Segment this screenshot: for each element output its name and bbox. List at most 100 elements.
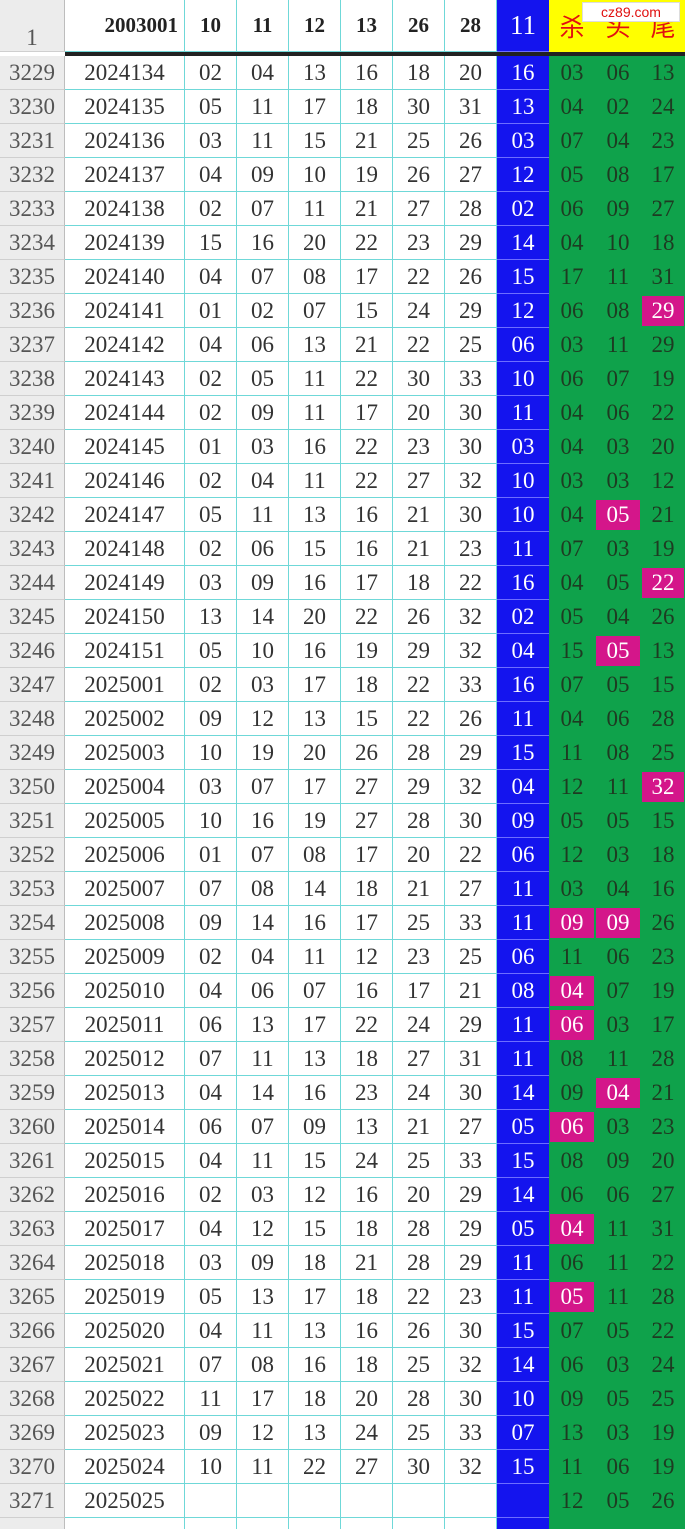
kill-cell: 07 xyxy=(549,124,595,158)
column-header: 11 xyxy=(497,0,549,52)
number-cell: 11 xyxy=(237,1314,289,1348)
period-cell: 2025022 xyxy=(65,1382,185,1416)
number-cell: 28 xyxy=(445,192,497,226)
number-cell: 07 xyxy=(237,260,289,294)
column-header: 26 xyxy=(393,0,445,52)
highlight-cell: 05 xyxy=(596,500,640,530)
blue-cell: 11 xyxy=(497,1042,549,1076)
kill-cell: 05 xyxy=(595,1314,641,1348)
number-cell: 20 xyxy=(289,226,341,260)
blue-cell: 15 xyxy=(497,260,549,294)
blue-cell: 11 xyxy=(497,702,549,736)
blue-cell: 11 xyxy=(497,872,549,906)
number-cell: 29 xyxy=(445,1212,497,1246)
number-cell: 24 xyxy=(341,1416,393,1450)
number-cell: 06 xyxy=(185,1110,237,1144)
number-cell: 20 xyxy=(393,838,445,872)
number-cell: 01 xyxy=(185,838,237,872)
period-cell: 2024151 xyxy=(65,634,185,668)
kill-cell: 05 xyxy=(549,158,595,192)
number-cell: 28 xyxy=(393,1382,445,1416)
number-cell: 18 xyxy=(341,1042,393,1076)
number-cell: 16 xyxy=(289,634,341,668)
number-cell: 13 xyxy=(289,1416,341,1450)
row-number: 3231 xyxy=(0,124,65,158)
kill-cell: 04 xyxy=(549,566,595,600)
kill-cell: 05 xyxy=(549,600,595,634)
number-cell: 21 xyxy=(393,532,445,566)
highlight-cell: 32 xyxy=(642,772,684,802)
kill-cell: 08 xyxy=(549,1144,595,1178)
kill-cell: 21 xyxy=(641,1076,685,1110)
kill-cell: 06 xyxy=(595,1450,641,1484)
column-header: 13 xyxy=(341,0,393,52)
kill-cell: 05 xyxy=(595,804,641,838)
kill-cell: 20 xyxy=(641,430,685,464)
number-cell: 17 xyxy=(237,1382,289,1416)
blue-cell: 04 xyxy=(497,770,549,804)
kill-cell xyxy=(595,1518,641,1529)
kill-cell: 12 xyxy=(549,770,595,804)
number-cell: 32 xyxy=(445,600,497,634)
period-cell: 2025008 xyxy=(65,906,185,940)
number-cell: 08 xyxy=(289,260,341,294)
number-cell: 18 xyxy=(289,1246,341,1280)
number-cell: 12 xyxy=(289,1178,341,1212)
number-cell: 02 xyxy=(185,940,237,974)
kill-cell: 06 xyxy=(549,192,595,226)
kill-cell: 23 xyxy=(641,940,685,974)
kill-cell: 04 xyxy=(549,702,595,736)
kill-cell: 19 xyxy=(641,532,685,566)
kill-cell: 18 xyxy=(641,838,685,872)
blue-cell: 13 xyxy=(497,90,549,124)
number-cell: 26 xyxy=(445,124,497,158)
kill-cell: 11 xyxy=(549,736,595,770)
period-cell: 2024137 xyxy=(65,158,185,192)
row-number: 3239 xyxy=(0,396,65,430)
number-cell: 15 xyxy=(289,532,341,566)
number-cell: 17 xyxy=(393,974,445,1008)
row-number: 3240 xyxy=(0,430,65,464)
number-cell: 13 xyxy=(289,1314,341,1348)
blue-cell: 14 xyxy=(497,1178,549,1212)
number-cell: 20 xyxy=(445,56,497,90)
blue-cell: 11 xyxy=(497,532,549,566)
kill-cell: 26 xyxy=(641,1484,685,1518)
row-number: 3257 xyxy=(0,1008,65,1042)
number-cell: 09 xyxy=(237,158,289,192)
number-cell: 20 xyxy=(289,736,341,770)
blue-cell: 09 xyxy=(497,804,549,838)
period-cell: 2024136 xyxy=(65,124,185,158)
number-cell: 11 xyxy=(289,940,341,974)
number-cell: 32 xyxy=(445,1450,497,1484)
period-cell: 2025006 xyxy=(65,838,185,872)
number-cell: 16 xyxy=(289,566,341,600)
row-number: 3246 xyxy=(0,634,65,668)
number-cell xyxy=(341,1518,393,1529)
number-cell xyxy=(289,1484,341,1518)
number-cell: 22 xyxy=(393,1280,445,1314)
number-cell: 18 xyxy=(393,56,445,90)
period-cell: 2024138 xyxy=(65,192,185,226)
number-cell: 07 xyxy=(185,1042,237,1076)
number-cell: 14 xyxy=(289,872,341,906)
period-cell: 2025011 xyxy=(65,1008,185,1042)
period-cell: 2024150 xyxy=(65,600,185,634)
number-cell: 17 xyxy=(341,396,393,430)
number-cell: 07 xyxy=(289,974,341,1008)
number-cell: 25 xyxy=(445,328,497,362)
number-cell xyxy=(393,1518,445,1529)
kill-cell: 07 xyxy=(595,974,641,1008)
kill-cell: 12 xyxy=(549,1484,595,1518)
kill-cell: 04 xyxy=(595,600,641,634)
row-number: 3249 xyxy=(0,736,65,770)
period-cell: 2025004 xyxy=(65,770,185,804)
blue-cell: 15 xyxy=(497,1450,549,1484)
kill-cell: 03 xyxy=(595,1416,641,1450)
kill-cell: 07 xyxy=(549,668,595,702)
number-cell: 31 xyxy=(445,1042,497,1076)
number-cell: 25 xyxy=(445,940,497,974)
number-cell: 07 xyxy=(185,1348,237,1382)
number-cell: 22 xyxy=(341,464,393,498)
period-cell: 2025003 xyxy=(65,736,185,770)
